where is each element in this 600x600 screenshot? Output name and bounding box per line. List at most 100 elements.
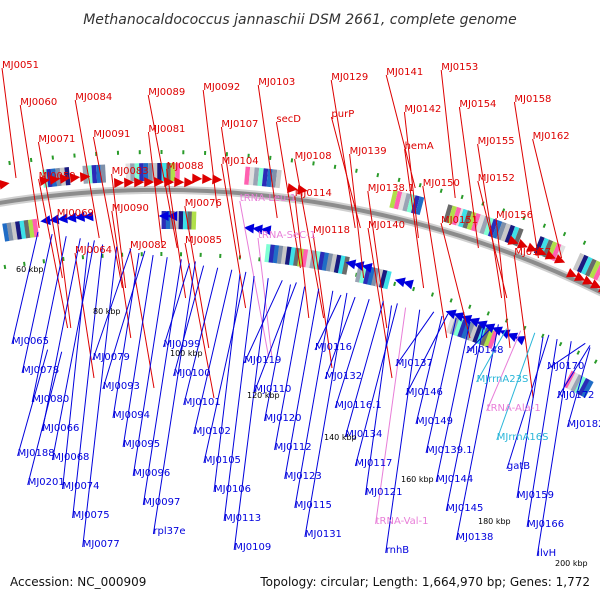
- feature-label[interactable]: MJ0138: [456, 532, 493, 543]
- feature-label[interactable]: MJ0105: [204, 455, 241, 466]
- feature-label[interactable]: MJ0103: [258, 77, 295, 88]
- feature-label[interactable]: MJ0064: [75, 245, 112, 256]
- feature-label[interactable]: MJ0066: [42, 423, 79, 434]
- feature-label[interactable]: MJ0157: [514, 247, 551, 258]
- feature-label[interactable]: MJ0097: [143, 497, 180, 508]
- feature-label[interactable]: MJ0151: [441, 215, 478, 226]
- feature-label[interactable]: MJ0060: [20, 97, 57, 108]
- feature-label[interactable]: MJ0153: [441, 62, 478, 73]
- feature-label[interactable]: MJ0158: [514, 94, 551, 105]
- feature-label[interactable]: tRNA-Leu-1: [240, 193, 296, 204]
- feature-label[interactable]: MJ0116.1: [335, 400, 382, 411]
- feature-label[interactable]: MJrrnA23S: [477, 374, 529, 385]
- feature-label[interactable]: MJ0156: [496, 210, 533, 221]
- feature-label[interactable]: tRNA-Ala-1: [487, 403, 541, 414]
- feature-label[interactable]: MJ0080: [32, 394, 69, 405]
- feature-label[interactable]: MJ0115: [295, 500, 332, 511]
- feature-label[interactable]: MJ0132: [325, 371, 362, 382]
- feature-label[interactable]: MJ0102: [194, 426, 231, 437]
- feature-label[interactable]: MJ0092: [203, 82, 240, 93]
- feature-label[interactable]: MJ0116: [315, 342, 352, 353]
- feature-label[interactable]: MJ0099: [164, 339, 201, 350]
- feature-label[interactable]: rnhB: [386, 545, 410, 556]
- feature-label[interactable]: secD: [276, 114, 301, 125]
- feature-label[interactable]: MJ0079: [93, 352, 130, 363]
- feature-label[interactable]: MJ0113: [224, 513, 261, 524]
- feature-label[interactable]: MJ0162: [533, 131, 570, 142]
- feature-label[interactable]: MJ0112: [275, 442, 312, 453]
- feature-label[interactable]: purP: [331, 109, 354, 120]
- feature-label[interactable]: MJ0139.1: [426, 445, 473, 456]
- feature-label[interactable]: MJ0114: [295, 188, 332, 199]
- feature-label[interactable]: MJ0109: [234, 542, 271, 553]
- feature-label[interactable]: MJ0071: [38, 134, 75, 145]
- feature-label[interactable]: MJ0117: [355, 458, 392, 469]
- feature-label[interactable]: MJ0075: [73, 510, 110, 521]
- feature-label[interactable]: tRNA-Val-1: [376, 516, 429, 527]
- feature-label[interactable]: MJ0123: [285, 471, 322, 482]
- feature-label[interactable]: MJ0096: [133, 468, 170, 479]
- feature-label[interactable]: MJ0131: [305, 529, 342, 540]
- feature-label[interactable]: MJ0134: [345, 429, 382, 440]
- feature-label[interactable]: hemA: [405, 141, 434, 152]
- feature-label[interactable]: MJ0084: [75, 92, 112, 103]
- feature-label[interactable]: MJ0140: [368, 220, 405, 231]
- feature-label[interactable]: MJ0065: [12, 336, 49, 347]
- feature-label[interactable]: MJ0110: [254, 384, 291, 395]
- feature-label[interactable]: MJ0150: [423, 178, 460, 189]
- feature-label[interactable]: MJ0082: [130, 240, 167, 251]
- feature-label[interactable]: MJ0101: [184, 397, 221, 408]
- feature-label[interactable]: MJ0145: [446, 503, 483, 514]
- feature-label[interactable]: MJ0076: [185, 198, 222, 209]
- feature-label[interactable]: MJ0106: [214, 484, 251, 495]
- feature-label[interactable]: MJ0069: [57, 208, 94, 219]
- feature-label[interactable]: MJrrnA16S: [497, 432, 549, 443]
- feature-label[interactable]: MJ0100: [174, 368, 211, 379]
- feature-label[interactable]: MJ0141: [386, 67, 423, 78]
- feature-label[interactable]: MJ0051: [2, 60, 39, 71]
- feature-label[interactable]: MJ0170: [547, 361, 584, 372]
- feature-label[interactable]: MJ0152: [478, 173, 515, 184]
- feature-label[interactable]: MJ0085: [185, 235, 222, 246]
- feature-label[interactable]: MJ0107: [221, 119, 258, 130]
- feature-label[interactable]: MJ0188: [18, 448, 55, 459]
- feature-label[interactable]: MJ0120: [265, 413, 302, 424]
- feature-label[interactable]: MJ0074: [63, 481, 100, 492]
- feature-label[interactable]: MJ0159: [517, 490, 554, 501]
- feature-label[interactable]: tRNA-SeC-1: [258, 230, 316, 241]
- feature-label[interactable]: MJ0129: [331, 72, 368, 83]
- feature-label[interactable]: MJ0090: [112, 203, 149, 214]
- feature-label[interactable]: MJ0078: [22, 365, 59, 376]
- feature-label[interactable]: MJ0148: [467, 345, 504, 356]
- feature-label[interactable]: MJ0201: [28, 477, 65, 488]
- feature-label[interactable]: MJ0094: [113, 410, 150, 421]
- feature-label[interactable]: MJ0142: [404, 104, 441, 115]
- feature-label[interactable]: MJ0093: [103, 381, 140, 392]
- feature-label[interactable]: MJ0182: [568, 419, 600, 430]
- feature-label[interactable]: ilvH: [537, 548, 556, 559]
- feature-label[interactable]: MJ0149: [416, 416, 453, 427]
- feature-label[interactable]: MJ0091: [93, 129, 130, 140]
- feature-label[interactable]: MJ0108: [295, 151, 332, 162]
- feature-label[interactable]: MJ0146: [406, 387, 443, 398]
- feature-label[interactable]: MJ0089: [148, 87, 185, 98]
- feature-label[interactable]: MJ0088: [167, 161, 204, 172]
- feature-label[interactable]: MJ0166: [527, 519, 564, 530]
- feature-label[interactable]: MJ0119: [244, 355, 281, 366]
- feature-label[interactable]: MJ0059: [39, 171, 76, 182]
- feature-label[interactable]: MJ0138.1: [368, 183, 415, 194]
- feature-label[interactable]: MJ0068: [52, 452, 89, 463]
- feature-label[interactable]: rpl37e: [153, 526, 185, 537]
- feature-label[interactable]: MJ0137: [396, 358, 433, 369]
- feature-label[interactable]: MJ0118: [313, 225, 350, 236]
- feature-label[interactable]: MJ0095: [123, 439, 160, 450]
- feature-label[interactable]: MJ0083: [112, 166, 149, 177]
- feature-label[interactable]: MJ0154: [459, 99, 496, 110]
- feature-label[interactable]: gatB: [507, 461, 530, 472]
- feature-label[interactable]: MJ0172: [557, 390, 594, 401]
- feature-label[interactable]: MJ0077: [83, 539, 120, 550]
- feature-label[interactable]: MJ0144: [436, 474, 473, 485]
- feature-label[interactable]: MJ0155: [478, 136, 515, 147]
- feature-label[interactable]: MJ0104: [222, 156, 259, 167]
- feature-label[interactable]: MJ0081: [148, 124, 185, 135]
